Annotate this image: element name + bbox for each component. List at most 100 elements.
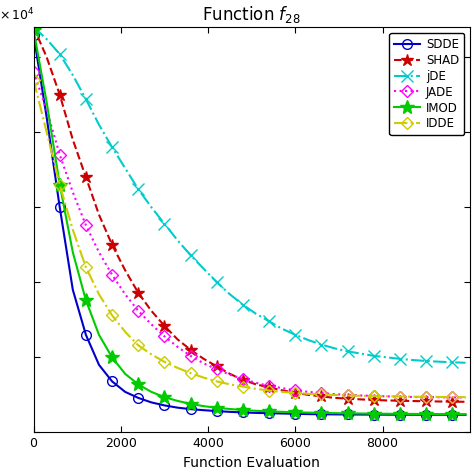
SDDE — [332, 411, 337, 417]
jDE — [332, 346, 337, 351]
IDDE — [70, 227, 76, 233]
SHAD — [292, 390, 298, 395]
Title: Function $f_{28}$: Function $f_{28}$ — [202, 4, 301, 25]
SDDE — [122, 389, 128, 395]
SDDE — [148, 400, 154, 405]
JADE — [57, 152, 63, 157]
jDE — [44, 36, 49, 42]
SHAD — [332, 395, 337, 401]
SDDE — [109, 379, 115, 384]
JADE — [70, 190, 76, 195]
Line: IMOD: IMOD — [27, 23, 473, 421]
IDDE — [292, 390, 298, 396]
SDDE — [214, 408, 219, 414]
JADE — [384, 393, 390, 399]
JADE — [175, 344, 181, 350]
IDDE — [44, 129, 49, 135]
jDE — [227, 292, 233, 297]
IMOD — [332, 410, 337, 416]
JADE — [122, 292, 128, 297]
SDDE — [371, 412, 377, 418]
IMOD — [253, 408, 259, 414]
SHAD — [253, 382, 259, 387]
SHAD — [279, 388, 285, 393]
IDDE — [332, 392, 337, 398]
JADE — [279, 385, 285, 391]
jDE — [31, 24, 36, 30]
SHAD — [57, 92, 63, 98]
IMOD — [266, 409, 272, 414]
SHAD — [83, 174, 89, 180]
Line: SDDE: SDDE — [29, 30, 470, 419]
IDDE — [371, 393, 377, 399]
IMOD — [397, 411, 403, 417]
jDE — [70, 73, 76, 78]
IDDE — [345, 392, 350, 398]
JADE — [410, 394, 416, 400]
IDDE — [188, 370, 193, 376]
IDDE — [227, 382, 233, 387]
SHAD — [371, 397, 377, 403]
IMOD — [371, 411, 377, 417]
JADE — [292, 388, 298, 393]
IDDE — [449, 394, 455, 400]
SHAD — [423, 399, 429, 404]
SHAD — [175, 337, 181, 342]
SHAD — [109, 242, 115, 247]
SHAD — [463, 399, 468, 405]
SHAD — [449, 399, 455, 404]
jDE — [136, 186, 141, 192]
IDDE — [136, 343, 141, 348]
JADE — [227, 372, 233, 377]
IDDE — [253, 386, 259, 392]
jDE — [109, 145, 115, 150]
Line: IDDE: IDDE — [29, 75, 470, 401]
IMOD — [122, 371, 128, 377]
IMOD — [437, 411, 442, 417]
SHAD — [214, 364, 219, 369]
jDE — [279, 326, 285, 332]
SDDE — [410, 412, 416, 418]
JADE — [266, 383, 272, 389]
IDDE — [319, 392, 324, 397]
SDDE — [345, 411, 350, 417]
JADE — [371, 393, 377, 399]
SDDE — [437, 412, 442, 418]
IDDE — [214, 379, 219, 384]
SDDE — [83, 332, 89, 337]
SDDE — [266, 410, 272, 416]
IMOD — [449, 411, 455, 417]
IMOD — [358, 410, 364, 416]
IDDE — [31, 77, 36, 82]
IMOD — [292, 410, 298, 415]
IDDE — [279, 389, 285, 395]
X-axis label: Function Evaluation: Function Evaluation — [183, 456, 320, 470]
jDE — [96, 122, 102, 128]
IMOD — [201, 403, 207, 409]
jDE — [292, 332, 298, 337]
IMOD — [188, 401, 193, 407]
SHAD — [70, 137, 76, 143]
SHAD — [345, 396, 350, 401]
jDE — [162, 221, 167, 227]
SDDE — [162, 402, 167, 408]
IMOD — [410, 411, 416, 417]
JADE — [188, 353, 193, 359]
jDE — [384, 355, 390, 360]
jDE — [57, 51, 63, 57]
Legend: SDDE, SHAD, jDE, JADE, IMOD, IDDE: SDDE, SHAD, jDE, JADE, IMOD, IDDE — [389, 33, 464, 135]
IDDE — [423, 394, 429, 400]
IMOD — [279, 409, 285, 415]
JADE — [136, 308, 141, 314]
jDE — [397, 356, 403, 362]
JADE — [449, 394, 455, 400]
SDDE — [384, 412, 390, 418]
SHAD — [306, 392, 311, 398]
jDE — [175, 237, 181, 243]
JADE — [463, 395, 468, 401]
IMOD — [175, 398, 181, 404]
IDDE — [410, 394, 416, 400]
IDDE — [358, 393, 364, 399]
SHAD — [227, 371, 233, 377]
SDDE — [292, 411, 298, 417]
